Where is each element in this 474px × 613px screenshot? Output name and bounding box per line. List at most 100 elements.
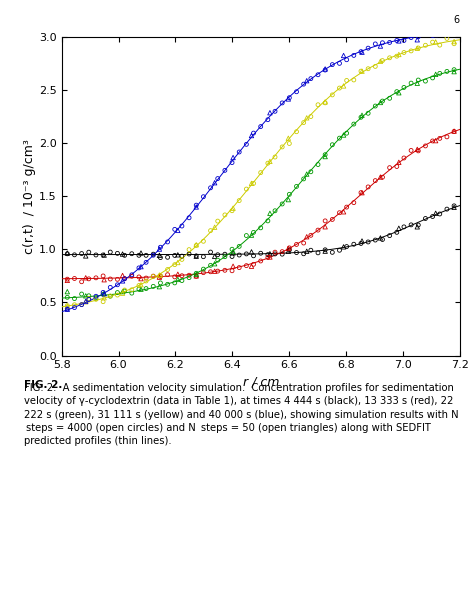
Point bbox=[211, 259, 219, 268]
Point bbox=[450, 37, 458, 47]
Point bbox=[64, 248, 71, 258]
Point bbox=[321, 222, 329, 232]
Point bbox=[365, 237, 372, 247]
Point bbox=[377, 97, 384, 107]
Point bbox=[248, 247, 255, 257]
Point bbox=[350, 119, 357, 129]
Point bbox=[328, 215, 336, 224]
Point bbox=[100, 293, 108, 303]
Point bbox=[149, 272, 157, 281]
Point bbox=[343, 128, 350, 138]
Point bbox=[211, 266, 219, 276]
Point bbox=[303, 76, 310, 86]
Point bbox=[243, 261, 250, 270]
Point bbox=[393, 162, 401, 172]
Point bbox=[293, 87, 301, 97]
Point bbox=[92, 273, 100, 283]
Point bbox=[185, 245, 193, 254]
Point bbox=[207, 261, 214, 270]
Point bbox=[137, 274, 145, 284]
Point bbox=[400, 48, 408, 58]
Point bbox=[155, 270, 163, 280]
Point bbox=[192, 251, 200, 261]
Point bbox=[379, 38, 386, 48]
Point bbox=[358, 188, 366, 197]
Point bbox=[379, 56, 386, 66]
Point bbox=[178, 271, 186, 281]
Point bbox=[228, 245, 236, 254]
Point bbox=[271, 152, 279, 162]
Point bbox=[82, 273, 90, 283]
Point bbox=[443, 66, 451, 76]
Point bbox=[377, 172, 384, 182]
Point bbox=[284, 94, 292, 104]
Point bbox=[155, 272, 163, 282]
Point bbox=[340, 242, 347, 252]
Point bbox=[386, 230, 393, 240]
Point bbox=[137, 280, 145, 289]
Point bbox=[350, 198, 357, 208]
Point bbox=[372, 235, 379, 245]
Point bbox=[400, 83, 408, 93]
Point bbox=[100, 287, 107, 297]
Point bbox=[257, 223, 264, 233]
Point bbox=[78, 289, 85, 299]
Point bbox=[422, 29, 429, 39]
Point bbox=[450, 65, 458, 75]
Point bbox=[92, 291, 100, 301]
Point bbox=[250, 259, 257, 269]
Point bbox=[85, 294, 92, 304]
Point bbox=[257, 256, 264, 266]
Point bbox=[192, 200, 200, 210]
Point bbox=[119, 276, 127, 286]
Point bbox=[82, 291, 90, 301]
Point bbox=[229, 153, 237, 162]
Point bbox=[328, 59, 336, 69]
Point bbox=[377, 41, 384, 51]
Point bbox=[414, 32, 422, 42]
Point bbox=[264, 253, 272, 262]
Point bbox=[303, 113, 310, 123]
Point bbox=[343, 55, 350, 64]
Point bbox=[386, 162, 393, 172]
Point bbox=[450, 67, 458, 77]
Point bbox=[236, 196, 243, 205]
Point bbox=[303, 232, 310, 242]
Point bbox=[100, 250, 107, 260]
Point bbox=[450, 39, 458, 48]
Point bbox=[155, 282, 163, 292]
Point bbox=[214, 250, 221, 260]
Point bbox=[85, 294, 92, 303]
Point bbox=[450, 28, 458, 38]
Point bbox=[278, 142, 286, 152]
Point bbox=[429, 136, 437, 146]
Point bbox=[156, 270, 164, 280]
Point bbox=[243, 184, 250, 194]
Point bbox=[413, 78, 421, 88]
Point bbox=[450, 126, 458, 136]
Point bbox=[407, 145, 415, 155]
Point bbox=[248, 261, 255, 271]
Point bbox=[284, 195, 292, 205]
Point bbox=[264, 158, 272, 168]
Point bbox=[278, 199, 286, 209]
Point bbox=[284, 246, 292, 256]
Point bbox=[432, 135, 439, 145]
Point bbox=[250, 227, 257, 237]
Point bbox=[178, 276, 186, 286]
Point bbox=[100, 271, 107, 281]
Point bbox=[85, 274, 92, 284]
Point bbox=[250, 178, 257, 188]
Point bbox=[92, 294, 100, 304]
Point bbox=[135, 281, 143, 291]
Point bbox=[450, 201, 458, 211]
Point bbox=[321, 150, 329, 159]
Point bbox=[250, 251, 257, 261]
Point bbox=[164, 270, 172, 280]
Point bbox=[307, 112, 315, 121]
Point bbox=[164, 265, 172, 275]
Point bbox=[192, 270, 200, 280]
Point bbox=[340, 51, 347, 61]
Point bbox=[278, 247, 286, 257]
Point bbox=[171, 278, 179, 287]
